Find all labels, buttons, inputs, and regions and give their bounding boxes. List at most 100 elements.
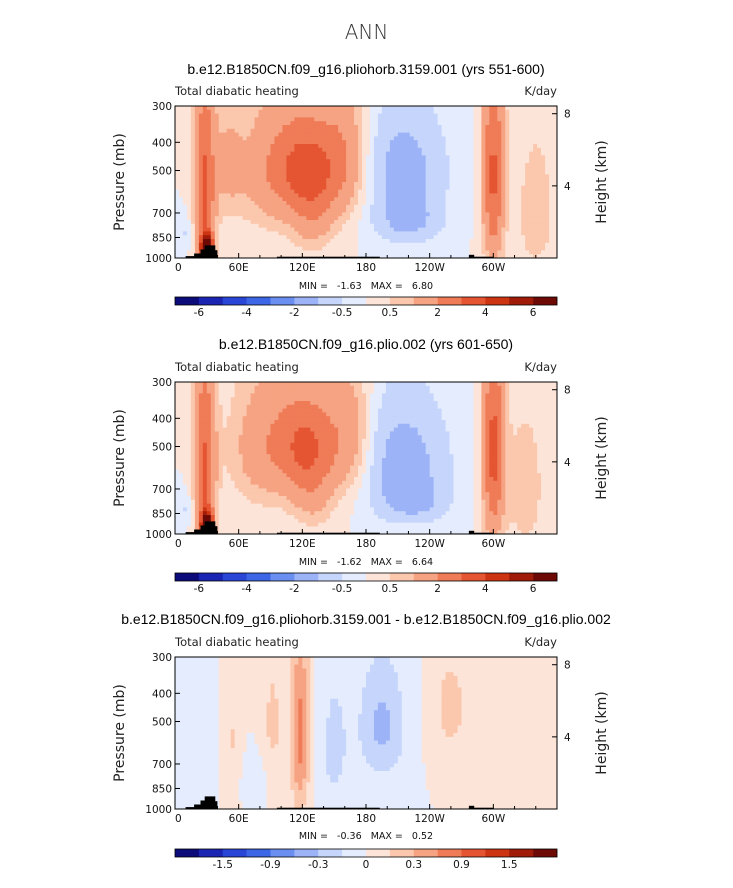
field-cell [509, 242, 514, 247]
field-cell [409, 182, 415, 187]
field-cell [182, 197, 188, 202]
field-cell [449, 159, 454, 164]
field-cell [437, 227, 443, 232]
field-cell [254, 185, 259, 190]
field-cell [322, 227, 327, 232]
field-cell [429, 235, 435, 240]
field-cell [505, 109, 510, 114]
field-cell [175, 250, 180, 255]
field-cell [198, 140, 204, 145]
field-cell [366, 250, 371, 255]
field-cell [541, 166, 546, 171]
field-cell [222, 442, 228, 447]
field-cell [286, 197, 291, 202]
field-cell [234, 458, 240, 463]
field-cell [214, 518, 220, 523]
field-cell [330, 235, 335, 240]
field-cell [250, 227, 255, 232]
field-cell [477, 140, 482, 145]
field-cell [222, 473, 228, 478]
field-cell [238, 166, 244, 171]
field-cell [198, 450, 204, 455]
field-cell [290, 159, 295, 164]
field-cell [525, 182, 530, 187]
field-cell [298, 231, 303, 236]
field-cell [465, 223, 470, 228]
field-cell [445, 246, 450, 251]
field-cell [286, 151, 291, 156]
panel-1-min-max: MIN = -1.63 MAX = 6.80 [299, 281, 433, 292]
field-cell [377, 151, 383, 156]
field-cell [246, 518, 252, 523]
field-cell [445, 204, 450, 209]
field-cell [278, 136, 283, 141]
field-cell [549, 212, 554, 217]
field-cell [278, 185, 283, 190]
field-cell [397, 193, 403, 198]
colorbar-tick-label: 6 [530, 307, 537, 319]
field-cell [385, 178, 391, 183]
field-cell [206, 174, 212, 179]
field-cell [282, 197, 287, 202]
field-cell [445, 174, 450, 179]
field-cell [314, 125, 319, 130]
field-cell [497, 106, 502, 111]
field-cell [214, 469, 220, 474]
field-cell [194, 412, 200, 417]
field-cell [489, 235, 494, 240]
field-cell [294, 113, 299, 118]
field-cell [465, 159, 470, 164]
field-cell [218, 106, 224, 111]
field-cell [369, 239, 375, 244]
field-cell [385, 182, 391, 187]
field-cell [549, 174, 554, 179]
field-cell [210, 492, 216, 497]
field-cell [405, 174, 411, 179]
field-cell [218, 185, 224, 190]
field-cell [254, 193, 259, 198]
field-cell [413, 170, 419, 175]
field-cell [298, 239, 303, 244]
field-cell [437, 239, 443, 244]
field-cell [381, 212, 387, 217]
field-cell [258, 204, 263, 209]
field-cell [246, 412, 252, 417]
field-cell [509, 125, 514, 130]
field-cell [346, 144, 351, 149]
field-cell [545, 220, 550, 225]
field-cell [425, 212, 431, 217]
field-cell [206, 404, 212, 409]
field-cell [501, 117, 506, 122]
field-cell [437, 106, 443, 111]
field-cell [354, 170, 359, 175]
field-cell [429, 178, 435, 183]
field-cell [489, 201, 494, 206]
field-cell [405, 250, 411, 255]
field-cell [226, 480, 232, 485]
field-cell [238, 427, 244, 432]
field-cell [533, 151, 538, 156]
field-cell [282, 109, 287, 114]
field-cell [533, 182, 538, 187]
field-cell [182, 458, 188, 463]
field-cell [338, 216, 343, 221]
field-cell [258, 458, 263, 463]
field-cell [270, 461, 275, 466]
field-cell [517, 166, 522, 171]
field-cell [373, 151, 379, 156]
field-cell [186, 182, 192, 187]
field-cell [254, 454, 259, 459]
field-cell [266, 469, 271, 474]
field-cell [294, 159, 299, 164]
field-cell [282, 212, 287, 217]
field-cell [473, 166, 478, 171]
field-cell [453, 159, 458, 164]
field-cell [270, 515, 275, 520]
field-cell [338, 227, 343, 232]
field-cell [350, 109, 355, 114]
field-cell [226, 511, 232, 516]
field-cell [194, 250, 200, 255]
field-cell [274, 507, 279, 512]
field-cell [501, 121, 506, 126]
field-cell [274, 382, 279, 387]
